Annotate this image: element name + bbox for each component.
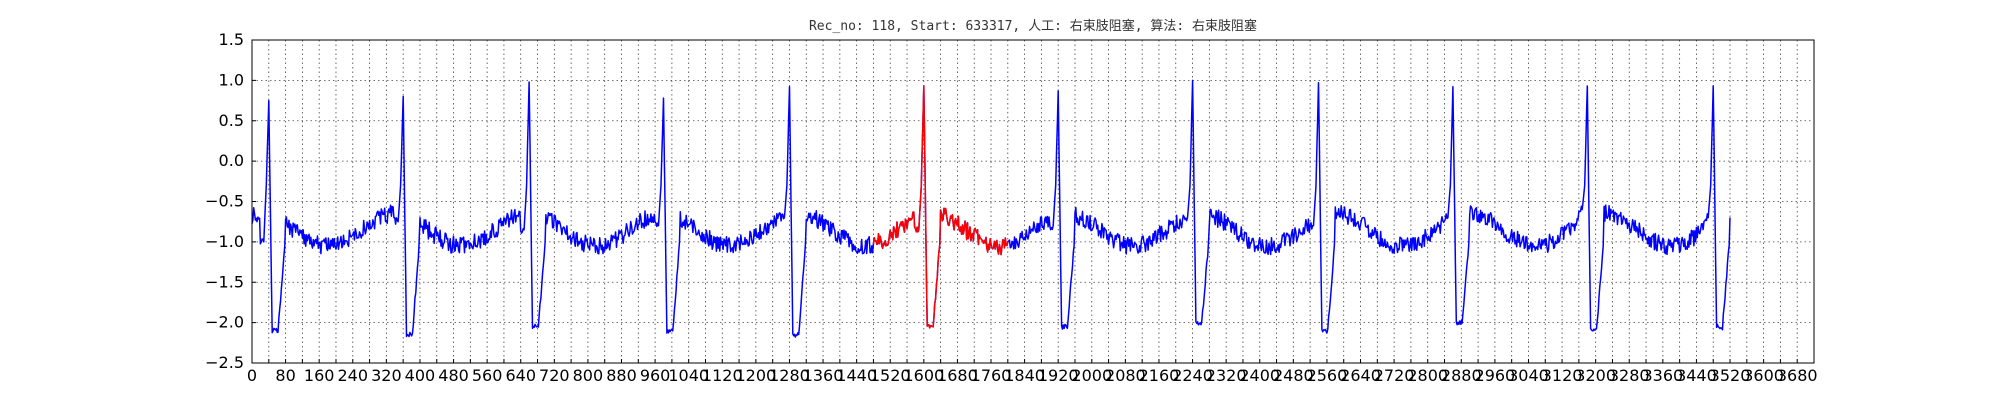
x-tick-label: 2720 — [1374, 366, 1415, 385]
y-tick-label: 0.0 — [219, 151, 244, 170]
y-tick-label: −2.0 — [205, 313, 244, 332]
x-tick-label: 2160 — [1139, 366, 1180, 385]
x-tick-label: 1360 — [803, 366, 844, 385]
chart-title: Rec_no: 118, Start: 633317, 人工: 右束肢阻塞, 算… — [809, 18, 1257, 34]
x-tick-label: 2560 — [1307, 366, 1348, 385]
ecg-trace-red-highlight — [872, 85, 1009, 329]
x-tick-label: 1120 — [702, 366, 743, 385]
x-tick-label: 1440 — [836, 366, 877, 385]
x-tick-label: 80 — [275, 366, 295, 385]
x-tick-label: 2640 — [1340, 366, 1381, 385]
x-tick-label: 1280 — [769, 366, 810, 385]
y-tick-label: −1.0 — [205, 232, 244, 251]
y-tick-label: −1.5 — [205, 272, 244, 291]
x-tick-label: 3600 — [1743, 366, 1784, 385]
y-tick-label: 1.5 — [219, 30, 244, 49]
series-layer — [251, 79, 1731, 338]
x-tick-label: 320 — [371, 366, 402, 385]
x-tick-label: 2400 — [1239, 366, 1280, 385]
x-tick-label: 1520 — [870, 366, 911, 385]
ecg-trace-blue — [251, 79, 1731, 338]
x-tick-label: 480 — [438, 366, 469, 385]
x-tick-label: 2000 — [1071, 366, 1112, 385]
x-tick-label: 1760 — [971, 366, 1012, 385]
x-tick-label: 2880 — [1441, 366, 1482, 385]
y-tick-label: −2.5 — [205, 353, 244, 372]
x-tick-label: 880 — [606, 366, 637, 385]
axis-layer: −2.5−2.0−1.5−1.0−0.50.00.51.01.50 80 160 24… — [205, 30, 1817, 385]
x-tick-label: 3040 — [1508, 366, 1549, 385]
x-tick-label: 560 — [472, 366, 503, 385]
x-tick-label: 160 — [304, 366, 335, 385]
x-tick-label: 3200 — [1575, 366, 1616, 385]
x-tick-label: 3360 — [1642, 366, 1683, 385]
x-tick-label: 3680 — [1777, 366, 1818, 385]
x-tick-label: 1920 — [1038, 366, 1079, 385]
x-tick-label: 720 — [539, 366, 570, 385]
x-tick-label: 3440 — [1676, 366, 1717, 385]
y-tick-label: 1.0 — [219, 70, 244, 89]
x-tick-label: 2080 — [1105, 366, 1146, 385]
x-tick-label: 2320 — [1206, 366, 1247, 385]
x-tick-label: 400 — [405, 366, 436, 385]
x-tick-label: 1200 — [736, 366, 777, 385]
x-tick-label: 3520 — [1710, 366, 1751, 385]
y-tick-label: 0.5 — [219, 111, 244, 130]
x-tick-label: 2480 — [1273, 366, 1314, 385]
x-tick-label: 2240 — [1172, 366, 1213, 385]
x-tick-label: 3120 — [1542, 366, 1583, 385]
x-tick-label: 1040 — [668, 366, 709, 385]
x-tick-label: 1840 — [1004, 366, 1045, 385]
x-tick-label: 3280 — [1609, 366, 1650, 385]
x-tick-label: 640 — [505, 366, 536, 385]
x-tick-label: 0 — [247, 366, 257, 385]
x-tick-label: 960 — [640, 366, 671, 385]
y-tick-label: −0.5 — [205, 192, 244, 211]
x-tick-label: 2800 — [1407, 366, 1448, 385]
x-tick-label: 2960 — [1475, 366, 1516, 385]
x-tick-label: 1600 — [903, 366, 944, 385]
x-tick-label: 240 — [338, 366, 369, 385]
x-tick-label: 1680 — [937, 366, 978, 385]
grid-lines — [251, 39, 1815, 364]
plot-frame — [251, 39, 1815, 364]
x-tick-label: 800 — [573, 366, 604, 385]
